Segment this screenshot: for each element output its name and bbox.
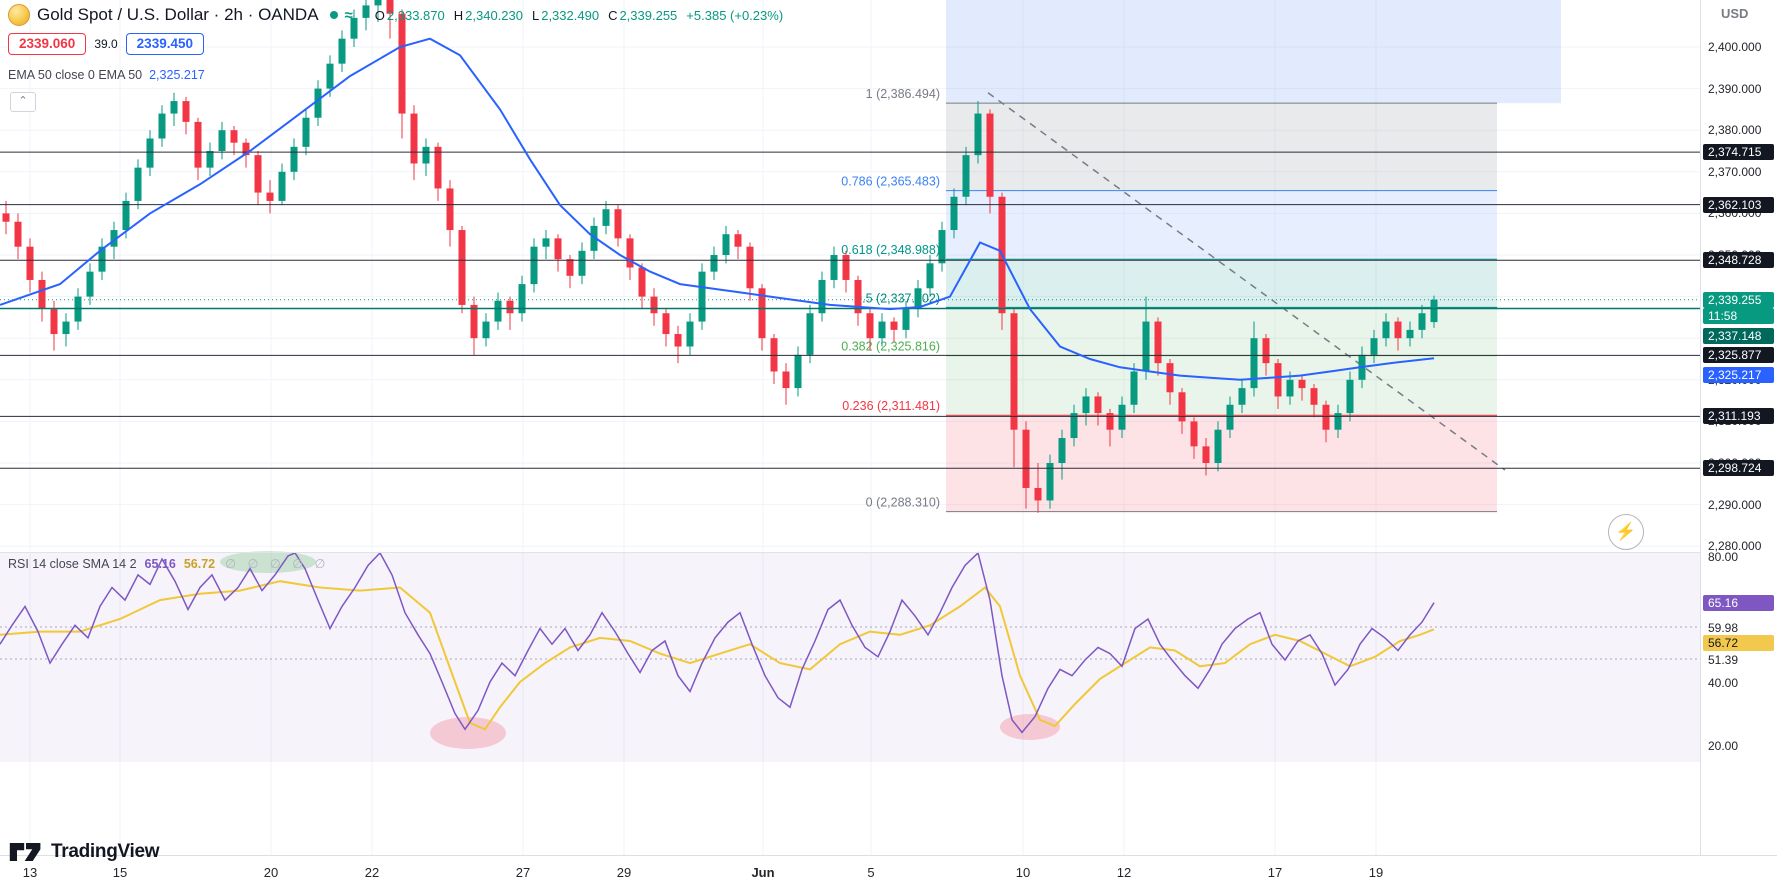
rsi-axis-badge: 56.72: [1703, 635, 1774, 651]
fib-level-label: 0.786 (2,365.483): [841, 175, 940, 189]
price-axis-badge: 2,339.255: [1703, 292, 1774, 308]
price-axis-badge: 2,337.148: [1703, 328, 1774, 344]
price-scale-label: 2,390.000: [1708, 81, 1762, 96]
price-scale-label: 2,400.000: [1708, 40, 1762, 54]
candlestick-series: [2, 0, 1438, 513]
bid-ask-row: 2339.060 39.0 2339.450: [8, 33, 204, 55]
rsi-scale-label: 40.00: [1708, 676, 1739, 690]
spread-value: 39.0: [94, 37, 118, 51]
horizontal-level-lines[interactable]: [0, 151, 1700, 469]
price-scale-label: 2,380.000: [1708, 123, 1762, 138]
time-axis-label: 22: [364, 865, 380, 880]
grid-lines: [0, 0, 1700, 855]
chart-canvas[interactable]: 1 (2,386.494) 0.786 (2,365.483) 0.618 (2,3…: [0, 0, 1700, 855]
rsi-axis-badge: 65.16: [1703, 595, 1774, 611]
price-axis-badge: 2,362.103: [1703, 197, 1774, 213]
rsi-empty-values: ∅ ∅ ∅ ∅ ∅: [225, 557, 330, 571]
ema-legend-row[interactable]: EMA 50 close 0 EMA 50 2,325.217: [8, 68, 205, 82]
price-axis[interactable]: USD 2,400.000 2,390.000 2,380.000 2,370.000…: [1700, 0, 1777, 855]
currency-label[interactable]: USD: [1721, 6, 1749, 21]
pane-divider[interactable]: [0, 552, 1777, 553]
time-axis-label: 27: [515, 865, 531, 880]
rsi-pane-decor: [0, 551, 1700, 762]
rsi-scale-label: 51.39: [1708, 653, 1739, 667]
fib-level-label: 0.382 (2,325.816): [841, 340, 940, 354]
change-value: +5.385 (+0.23%): [686, 7, 784, 23]
quick-trade-button[interactable]: ⚡: [1608, 514, 1644, 550]
price-scale-label: 2,370.000: [1708, 164, 1762, 179]
fib-retracement-zones[interactable]: 1 (2,386.494) 0.786 (2,365.483) 0.618 (2,3…: [841, 0, 1561, 513]
ema50-line: [0, 37, 1435, 381]
fib-level-label: 1 (2,386.494): [866, 87, 940, 101]
price-axis-badge: 2,325.877: [1703, 347, 1774, 363]
open-label: O: [374, 7, 385, 23]
price-axis-badge: 2,325.217: [1703, 367, 1774, 383]
symbol-legend-row: Gold Spot / U.S. Dollar · 2h · OANDA ≈ O…: [8, 4, 783, 26]
market-status-icon: [329, 11, 338, 19]
time-axis-label: 29: [616, 865, 632, 880]
close-value: 2,339.255: [619, 7, 678, 23]
fib-level-label: 0.236 (2,311.481): [842, 399, 940, 413]
rsi-lines: [0, 551, 1435, 734]
close-label: C: [608, 7, 618, 23]
price-scale-label: 2,280.000: [1708, 539, 1762, 554]
rsi-legend-title: RSI 14 close SMA 14 2: [8, 556, 137, 571]
time-axis-label: 12: [1116, 865, 1132, 880]
time-axis-label: 19: [1368, 865, 1384, 880]
time-axis[interactable]: 13 15 20 22 27 29 Jun 5 10 12 17 19: [0, 855, 1777, 887]
buy-button[interactable]: 2339.450: [125, 33, 204, 55]
price-axis-badge: 2,298.724: [1703, 460, 1774, 476]
fib-level-label: 0 (2,288.310): [866, 496, 940, 510]
symbol-title[interactable]: Gold Spot / U.S. Dollar · 2h · OANDA: [37, 5, 319, 24]
time-axis-label: 13: [22, 865, 38, 880]
fib-level-label: 0.5 (2,337.402): [855, 291, 940, 305]
rsi-scale-label: 59.98: [1708, 621, 1739, 635]
low-value: 2,332.490: [541, 7, 600, 23]
delayed-data-icon: ≈: [344, 6, 353, 24]
rsi-scale-label: 80.00: [1708, 550, 1739, 564]
fib-level-label: 0.618 (2,348.988): [841, 243, 940, 257]
lightning-icon: ⚡: [1615, 522, 1637, 541]
bar-countdown-badge: 11:58: [1703, 308, 1774, 324]
price-scale-label: 2,290.000: [1708, 497, 1762, 512]
price-axis-badge: 2,374.715: [1703, 144, 1774, 160]
ema-legend-value: 2,325.217: [149, 68, 205, 82]
descending-trendline[interactable]: [987, 92, 1506, 471]
time-axis-label: 17: [1267, 865, 1283, 880]
rsi-legend-row[interactable]: RSI 14 close SMA 14 2 65.16 56.72 ∅ ∅ ∅ …: [8, 556, 330, 572]
ohlc-values: O 2,333.870 H 2,340.230 L 2,332.490 C 2,339.…: [366, 8, 783, 23]
sell-button[interactable]: 2339.060: [8, 33, 87, 55]
price-axis-badge: 2,348.728: [1703, 252, 1774, 268]
time-axis-label: Jun: [751, 865, 775, 880]
time-axis-label: 20: [263, 865, 279, 880]
gold-symbol-icon: [8, 4, 30, 26]
ema-legend-title: EMA 50 close 0 EMA 50: [8, 68, 143, 82]
open-value: 2,333.870: [386, 7, 445, 23]
tradingview-logo[interactable]: TradingView: [8, 839, 160, 865]
price-axis-badge: 2,311.193: [1703, 408, 1774, 424]
time-axis-label: 5: [867, 865, 875, 880]
tradingview-logo-icon: [9, 843, 41, 861]
rsi-sma-value: 56.72: [183, 556, 216, 571]
legend-collapse-button[interactable]: ⌃: [10, 92, 36, 112]
high-label: H: [453, 7, 464, 23]
tradingview-logo-text: TradingView: [51, 841, 160, 862]
rsi-scale-label: 20.00: [1708, 739, 1739, 753]
high-value: 2,340.230: [465, 7, 523, 23]
time-axis-label: 15: [112, 865, 128, 880]
time-axis-label: 10: [1015, 865, 1031, 880]
low-label: L: [531, 7, 540, 23]
rsi-value: 65.16: [144, 556, 176, 571]
